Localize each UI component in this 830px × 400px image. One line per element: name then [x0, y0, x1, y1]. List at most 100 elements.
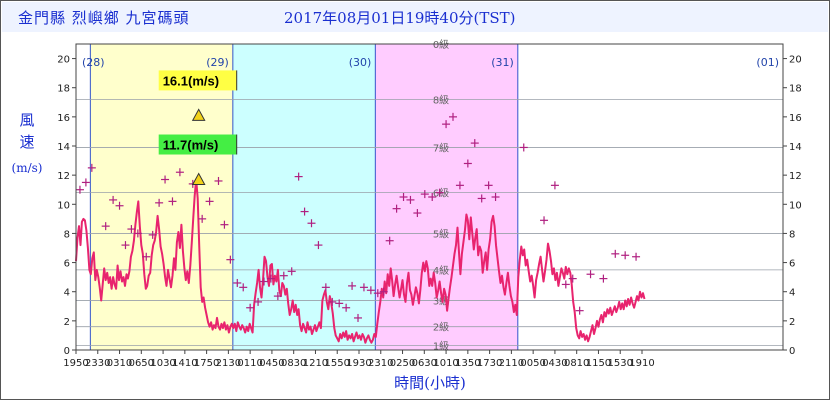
- gust-marker: [239, 283, 248, 292]
- x-tick-label: 0630: [412, 358, 437, 369]
- y-axis-title-char: 速: [19, 133, 34, 151]
- beaufort-label: 4級: [433, 264, 449, 277]
- beaufort-label: 8級: [433, 93, 449, 106]
- y-axis-title: 風速 (m/s): [12, 111, 43, 175]
- y-tick-label-right: 10: [789, 200, 802, 211]
- gust-marker: [392, 204, 401, 213]
- x-tick-label: 0830: [281, 358, 306, 369]
- y-tick-label-right: 8: [789, 229, 795, 240]
- y-tick-label: 10: [57, 200, 70, 211]
- gust-marker: [586, 270, 595, 279]
- annotations: 16.1(m/s) 11.7(m/s): [158, 70, 238, 186]
- y-tick-label: 20: [57, 55, 70, 66]
- callout-box: [158, 134, 237, 155]
- gust-marker: [81, 178, 90, 187]
- gust-marker: [335, 299, 344, 308]
- x-axis-title: 時間(小時): [394, 374, 466, 392]
- gust-marker: [155, 198, 164, 207]
- max-marker: [191, 172, 206, 186]
- y-tick-label-right: 4: [789, 288, 795, 299]
- y-tick-label-right: 2: [789, 317, 795, 328]
- gust-marker: [455, 181, 464, 190]
- gust-marker: [519, 143, 528, 152]
- x-tick-label: 2330: [85, 358, 110, 369]
- gust-marker: [373, 289, 382, 298]
- y-tick-label: 14: [57, 142, 70, 153]
- series-layer: [75, 112, 646, 344]
- y-tick-label: 8: [64, 229, 70, 240]
- beaufort-label: 1級: [433, 340, 449, 353]
- x-tick-label: 0050: [520, 358, 545, 369]
- gust-marker: [233, 278, 242, 287]
- y-tick-label: 4: [64, 288, 70, 299]
- gust-marker: [161, 175, 170, 184]
- y-tick-label-right: 18: [789, 84, 802, 95]
- gust-marker: [266, 274, 275, 283]
- gust-marker: [442, 120, 451, 129]
- gust-marker: [484, 181, 493, 190]
- gust-marker: [127, 225, 136, 234]
- day-label: (31): [491, 56, 514, 69]
- y-tick-label-right: 16: [789, 113, 802, 124]
- gust-marker: [599, 274, 608, 283]
- day-band: [517, 44, 783, 350]
- y-tick-label: 12: [57, 171, 70, 182]
- y-tick-label: 6: [64, 259, 70, 270]
- gust-marker: [300, 207, 309, 216]
- gust-marker: [75, 185, 84, 194]
- x-tick-label: 1910: [629, 358, 654, 369]
- max-marker: [191, 108, 206, 121]
- x-tick-label: 0110: [237, 358, 262, 369]
- x-axis-title: 時間(小時): [394, 374, 466, 392]
- gust-marker: [342, 303, 351, 312]
- gust-marker: [632, 252, 641, 261]
- gust-marker: [294, 172, 303, 181]
- x-tick-label: 0650: [129, 358, 154, 369]
- gust-marker: [470, 139, 479, 148]
- plot-border: [75, 43, 784, 351]
- gust-marker: [307, 219, 316, 228]
- beaufort-label: 5級: [433, 227, 449, 240]
- gust-marker: [540, 216, 549, 225]
- max-annotation: 16.1(m/s): [158, 70, 238, 121]
- gust-marker: [611, 249, 620, 258]
- gust-marker: [87, 163, 96, 172]
- gust-marker: [385, 236, 394, 245]
- callout-label: 16.1(m/s): [163, 73, 219, 88]
- gust-marker: [254, 297, 263, 306]
- gust-marker: [109, 195, 118, 204]
- day-band: [232, 44, 376, 350]
- day-labels: (28) (29) (30) (31) (01): [82, 56, 779, 69]
- x-tick-label: 2130: [216, 358, 241, 369]
- gust-marker: [406, 195, 415, 204]
- day-band: [76, 44, 91, 350]
- max-annotation: 11.7(m/s): [158, 134, 238, 186]
- day-label: (01): [756, 56, 779, 69]
- gust-marker: [463, 159, 472, 168]
- gust-marker: [198, 214, 207, 223]
- x-tick-label: 0250: [390, 358, 415, 369]
- x-tick-label: 0430: [542, 358, 567, 369]
- y-axis-unit: (m/s): [12, 161, 43, 175]
- gust-marker: [550, 181, 559, 190]
- y-tick-label-right: 14: [789, 142, 802, 153]
- x-tick-label: 0310: [107, 358, 132, 369]
- gust-marker: [214, 176, 223, 185]
- y-tick-label: 16: [57, 113, 70, 124]
- gust-marker: [420, 190, 429, 199]
- gust-marker: [142, 252, 151, 261]
- gust-marker: [273, 292, 282, 301]
- x-tick-label: 1410: [172, 358, 197, 369]
- callout-label: 11.7(m/s): [163, 138, 219, 153]
- x-tick-label: 1210: [303, 358, 328, 369]
- gust-marker: [413, 209, 422, 218]
- gust-marker: [561, 280, 570, 289]
- y-tick-label-right: 12: [789, 171, 802, 182]
- gust-marker: [220, 220, 229, 229]
- gust-marker: [399, 193, 408, 201]
- gust-marker: [477, 194, 486, 203]
- gust-marker: [168, 197, 177, 206]
- gust-marker: [133, 229, 142, 238]
